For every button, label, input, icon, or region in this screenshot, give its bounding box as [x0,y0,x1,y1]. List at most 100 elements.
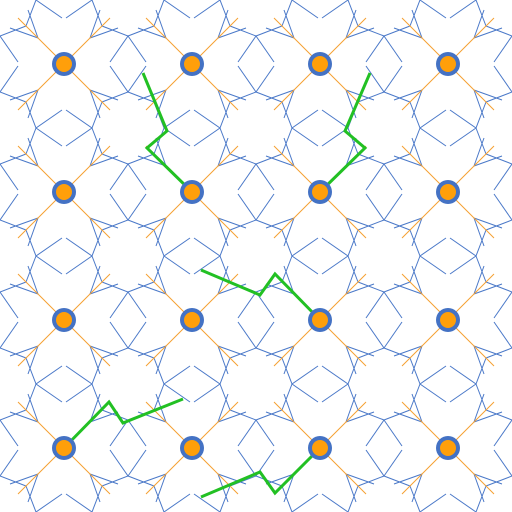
blue-pattern-line [393,27,423,39]
blue-pattern-line [473,89,503,101]
blue-pattern-line [347,383,359,411]
blue-pattern-line [155,217,167,247]
blue-pattern-line [383,475,411,487]
blue-pattern-line [265,411,295,423]
blue-pattern-line [35,237,63,257]
node-dot [312,440,328,456]
blue-pattern-line [109,65,129,93]
node-dot [440,312,456,328]
blue-pattern-line [27,473,39,503]
blue-pattern-line [419,255,447,275]
blue-pattern-line [255,35,275,63]
blue-pattern-line [365,193,385,221]
blue-pattern-line [283,89,295,119]
blue-pattern-line [419,383,447,403]
blue-pattern-line [281,357,293,385]
blue-pattern-line [0,419,19,447]
blue-pattern-line [137,217,167,229]
blue-pattern-line [411,345,423,375]
node-dot [440,184,456,200]
blue-pattern-line [493,291,512,319]
blue-pattern-line [137,27,167,39]
blue-pattern-line [65,365,93,385]
blue-pattern-line [485,475,512,487]
node-dot [184,56,200,72]
blue-pattern-line [0,65,19,93]
blue-pattern-line [255,65,275,93]
blue-pattern-line [127,25,155,37]
blue-pattern-line [255,219,283,231]
blue-pattern-line [485,281,512,293]
blue-pattern-line [409,229,421,257]
blue-pattern-line [449,109,477,129]
blue-pattern-line [65,493,93,512]
blue-pattern-line [91,127,103,155]
blue-pattern-line [0,409,27,421]
blue-pattern-line [393,89,423,101]
blue-pattern-line [101,153,129,165]
blue-pattern-line [193,109,221,129]
blue-pattern-line [383,347,411,359]
blue-pattern-line [321,0,349,19]
blue-pattern-line [365,291,385,319]
blue-pattern-line [485,153,512,165]
blue-pattern-line [473,473,485,503]
blue-pattern-line [127,291,147,319]
blue-pattern-line [255,347,283,359]
blue-pattern-line [409,357,421,385]
blue-pattern-line [193,237,221,257]
blue-pattern-line [393,345,423,357]
blue-pattern-line [163,493,191,512]
blue-pattern-line [291,365,319,385]
blue-pattern-line [493,449,512,477]
blue-pattern-line [65,255,93,275]
blue-pattern-line [237,163,257,191]
blue-pattern-line [237,291,257,319]
green-path [200,446,322,499]
blue-pattern-line [0,475,27,487]
blue-pattern-line [485,409,512,421]
blue-pattern-line [265,473,295,485]
blue-pattern-line [89,265,101,295]
blue-pattern-line [281,255,293,283]
blue-pattern-line [0,449,19,477]
node-dot [56,312,72,328]
blue-pattern-line [473,473,503,485]
blue-pattern-line [137,473,167,485]
blue-pattern-line [101,219,129,231]
blue-pattern-line [255,475,283,487]
blue-pattern-line [281,383,293,411]
blue-pattern-line [219,229,231,257]
blue-pattern-line [321,237,349,257]
blue-pattern-line [25,485,37,512]
blue-pattern-line [219,101,231,129]
blue-pattern-line [217,27,247,39]
blue-pattern-line [65,237,93,257]
blue-pattern-line [411,473,423,503]
blue-pattern-line [153,383,165,411]
blue-pattern-line [393,473,423,485]
blue-pattern-line [357,475,385,487]
blue-pattern-line [127,449,147,477]
blue-pattern-line [473,217,485,247]
blue-pattern-line [291,237,319,257]
blue-pattern-line [255,409,283,421]
blue-pattern-line [281,485,293,512]
blue-pattern-line [101,281,129,293]
blue-pattern-line [193,365,221,385]
blue-pattern-line [473,9,485,39]
blue-pattern-line [229,409,257,421]
blue-pattern-line [137,283,167,295]
blue-pattern-line [109,163,129,191]
blue-pattern-line [101,347,129,359]
blue-pattern-line [35,109,63,129]
blue-pattern-line [0,291,19,319]
blue-pattern-line [409,255,421,283]
blue-pattern-line [0,153,27,165]
blue-pattern-line [411,137,423,167]
green-path [62,397,184,450]
blue-pattern-line [193,127,221,147]
blue-pattern-line [127,321,147,349]
